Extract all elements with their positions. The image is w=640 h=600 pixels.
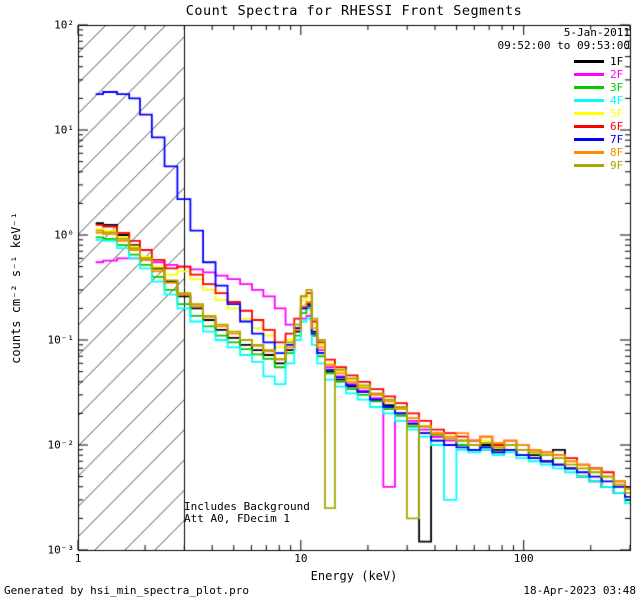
legend-label: 2F	[610, 68, 624, 81]
y-tick-label: 10⁻¹	[47, 333, 75, 347]
observation-time-block: 5-Jan-2011 09:52:00 to 09:53:00	[498, 26, 630, 52]
x-tick-label: 10	[294, 552, 308, 565]
legend-color-line	[574, 60, 604, 63]
legend-label: 3F	[610, 81, 624, 94]
y-tick-label: 10⁻²	[47, 438, 75, 452]
observation-time-range: 09:52:00 to 09:53:00	[497, 39, 630, 52]
legend-label: 4F	[610, 94, 624, 107]
attenuator-decimation-annotation: Att A0, FDecim 1	[184, 512, 290, 525]
legend-item-8F: 8F	[574, 146, 630, 159]
legend-item-3F: 3F	[574, 81, 630, 94]
legend-label: 5F	[610, 107, 624, 120]
x-tick-label: 1	[74, 552, 82, 565]
legend-item-7F: 7F	[574, 133, 630, 146]
observation-date: 5-Jan-2011	[563, 26, 630, 39]
legend-color-line	[574, 151, 604, 154]
legend-color-line	[574, 99, 604, 102]
legend-item-2F: 2F	[574, 68, 630, 81]
legend-label: 7F	[610, 133, 624, 146]
includes-background-annotation: Includes Background	[184, 500, 310, 513]
generator-credit: Generated by hsi_min_spectra_plot.pro	[4, 584, 250, 597]
y-tick-label: 10²	[54, 18, 74, 32]
legend-label: 9F	[610, 159, 624, 172]
generation-timestamp: 18-Apr-2023 03:48	[523, 584, 636, 597]
legend-label: 1F	[610, 55, 624, 68]
y-tick-label: 10¹	[54, 123, 74, 137]
legend-item-6F: 6F	[574, 120, 630, 133]
legend-item-1F: 1F	[574, 55, 630, 68]
legend-item-5F: 5F	[574, 107, 630, 120]
legend-color-line	[574, 138, 604, 141]
legend-item-9F: 9F	[574, 159, 630, 172]
legend-label: 8F	[610, 146, 624, 159]
detector-legend: 1F 2F 3F 4F 5F 6F 7F 8F 9F	[574, 55, 630, 172]
legend-label: 6F	[610, 120, 624, 133]
y-tick-label: 10⁰	[54, 228, 74, 242]
y-tick-label: 10⁻³	[47, 543, 75, 557]
legend-item-4F: 4F	[574, 94, 630, 107]
legend-color-line	[574, 112, 604, 115]
chart-title: Count Spectra for RHESSI Front Segments	[185, 3, 523, 19]
x-tick-label: 100	[513, 552, 534, 565]
legend-color-line	[574, 73, 604, 76]
legend-color-line	[574, 86, 604, 89]
y-axis-label: counts cm⁻² s⁻¹ keV⁻¹	[9, 212, 23, 364]
legend-color-line	[574, 125, 604, 128]
legend-color-line	[574, 164, 604, 167]
x-axis-label: Energy (keV)	[310, 569, 398, 583]
